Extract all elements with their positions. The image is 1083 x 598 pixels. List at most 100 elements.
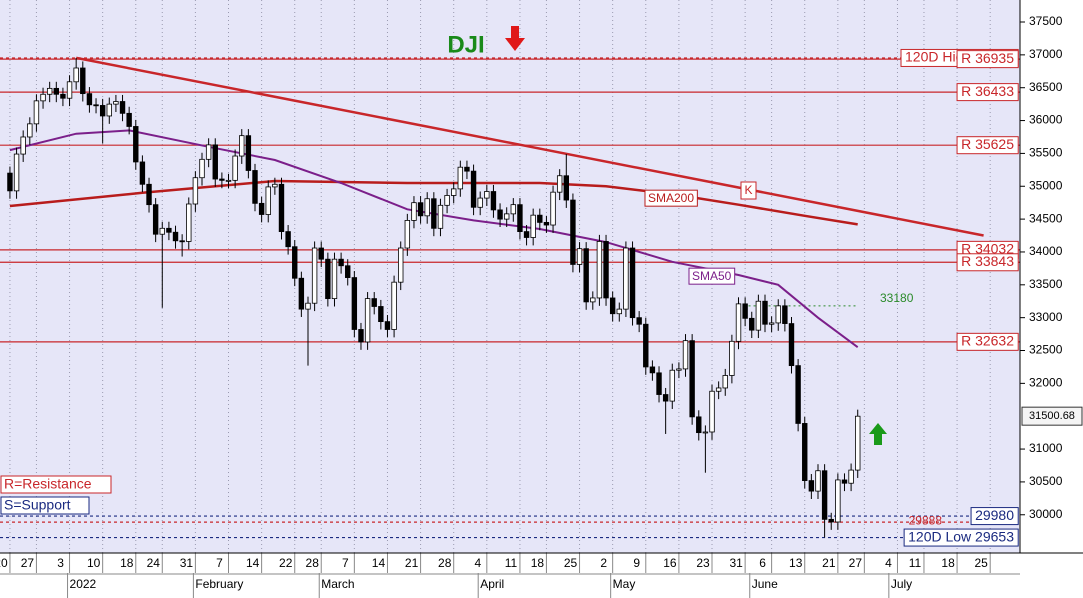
sma-label: SMA50 (692, 269, 732, 283)
sma50-line (9, 129, 859, 349)
x-tick-label: 27 (849, 556, 863, 570)
candle-body (742, 303, 748, 319)
level-label-box (956, 253, 1019, 272)
candle-body (656, 372, 662, 395)
candle-body (265, 186, 271, 215)
down-arrow (505, 26, 525, 51)
level-label: R 36433 (961, 83, 1014, 99)
candle-body (848, 469, 854, 484)
candle-body (225, 179, 232, 182)
candle-body (99, 105, 106, 117)
x-tick-label: 31 (180, 556, 194, 570)
x-tick-label: 24 (147, 556, 161, 570)
level-label: R 32632 (961, 333, 1014, 349)
candle-body (477, 197, 483, 208)
candle-body (351, 277, 358, 330)
support-note-box (0, 496, 90, 515)
candle-body (86, 93, 93, 106)
month-label: March (321, 577, 354, 591)
candle-body (292, 246, 298, 279)
candle-body (735, 303, 742, 342)
candle-body (232, 155, 238, 181)
y-tick-label: 34500 (1029, 211, 1063, 225)
candle-body (470, 170, 477, 208)
y-tick-label: 31000 (1029, 441, 1063, 455)
level-label: R 35625 (961, 136, 1014, 152)
x-tick-label: 9 (633, 556, 640, 570)
x-tick-label: 22 (279, 556, 293, 570)
candle-body (305, 302, 311, 310)
last-price-label: 31500.68 (1029, 410, 1075, 422)
candle-body (119, 101, 126, 114)
candle-body (603, 241, 609, 299)
candle-body (841, 479, 848, 484)
candle-body (33, 100, 40, 125)
x-tick-label: 25 (975, 556, 989, 570)
candle-body (272, 183, 278, 188)
candle-body (345, 265, 351, 278)
support-note: S=Support (4, 497, 71, 513)
level-label-box (956, 136, 1019, 155)
candle-body (623, 247, 629, 310)
candle-body (364, 298, 371, 343)
candle-body (437, 204, 444, 229)
candle-body (66, 81, 73, 99)
candles (7, 57, 861, 538)
candle-body (179, 240, 185, 243)
candle-body (490, 191, 497, 211)
candle-body (139, 161, 146, 185)
candle-body (583, 248, 589, 303)
x-tick-label: 23 (696, 556, 710, 570)
x-tick-label: 20 (0, 556, 8, 570)
month-label: 2022 (70, 577, 97, 591)
candle-body (596, 241, 603, 299)
candle-body (40, 93, 46, 102)
candle-body (530, 214, 536, 238)
x-tick-label: 28 (306, 556, 320, 570)
candle-body (186, 203, 192, 242)
y-tick-label: 33500 (1029, 277, 1063, 291)
y-tick-label: 30500 (1029, 474, 1063, 488)
candle-body (20, 136, 26, 155)
candle-body (768, 322, 775, 325)
level-label: R 33843 (961, 253, 1014, 269)
candle-body (689, 340, 695, 418)
candle-body (152, 204, 159, 235)
candle-body (696, 416, 702, 434)
indicator-lines (9, 56, 984, 349)
x-tick-label: 21 (822, 556, 836, 570)
month-label: April (480, 577, 504, 591)
candle-body (46, 87, 53, 95)
stop-label: 33180 (880, 291, 914, 305)
up-arrow (869, 423, 887, 445)
candle-body (318, 247, 324, 260)
candle-body (106, 103, 112, 117)
level-label: 120D Low 29653 (908, 528, 1014, 544)
x-tick-label: 16 (663, 556, 677, 570)
candle-body (60, 93, 66, 99)
candle-body (835, 479, 841, 523)
candle-body (537, 214, 543, 223)
candle-body (550, 191, 556, 226)
candle-body (749, 317, 755, 331)
x-tick-label: 10 (87, 556, 101, 570)
candle-body (7, 172, 13, 192)
candle-body (391, 281, 397, 330)
candle-body (159, 227, 165, 235)
x-tick-label: 18 (531, 556, 545, 570)
candle-body (503, 213, 510, 220)
level-label-box (956, 50, 1019, 69)
candle-body (431, 198, 437, 229)
candle-body (13, 153, 20, 192)
candle-body (715, 387, 722, 392)
candle-body (53, 87, 59, 95)
x-tick-label: 18 (120, 556, 134, 570)
candle-body (517, 204, 523, 232)
x-tick-label: 7 (342, 556, 349, 570)
labels: 30000 30500 31000 32000 32500 33000 33500 34000… (0, 14, 1083, 591)
candle-body (205, 144, 212, 160)
candle-body (258, 202, 265, 215)
axis-background (1020, 0, 1083, 598)
candle-body (782, 305, 788, 324)
